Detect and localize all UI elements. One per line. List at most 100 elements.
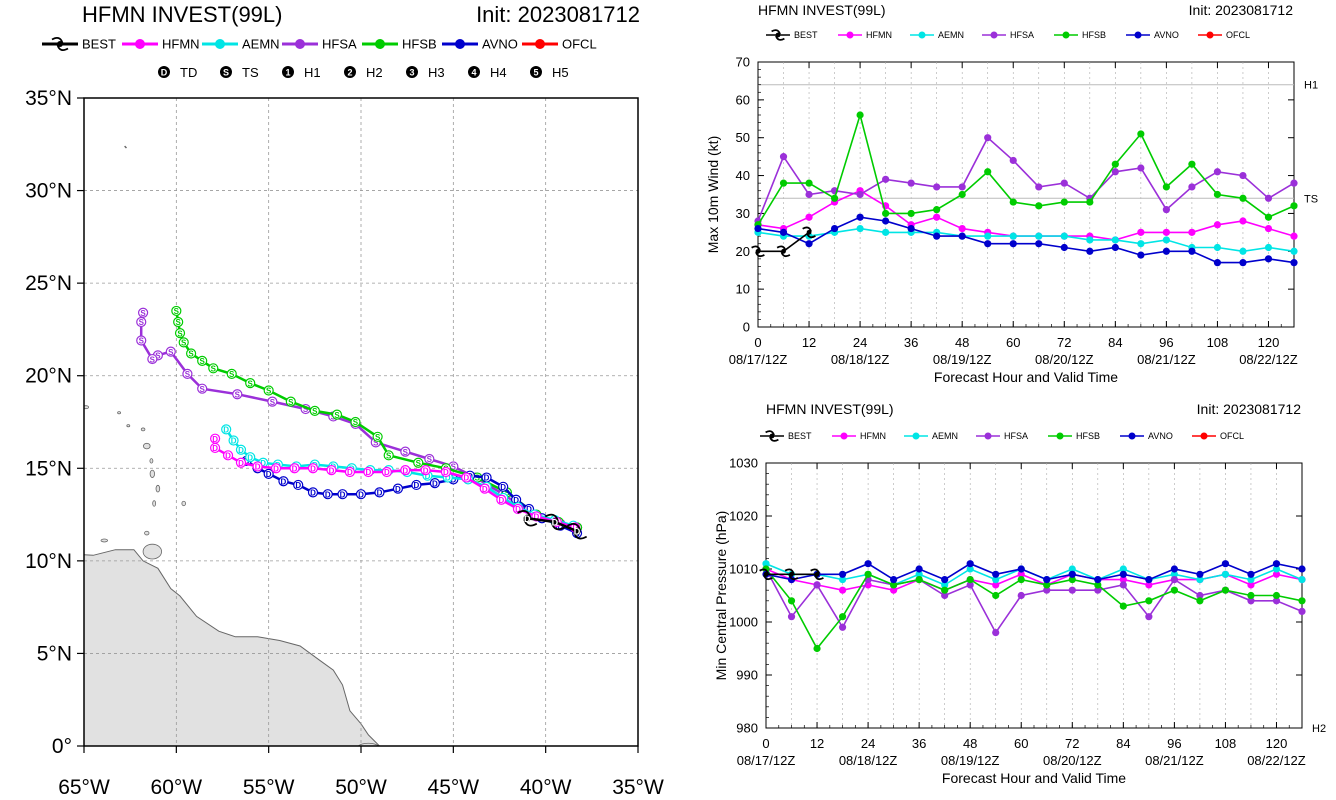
pres-legend-label-best: BEST (788, 431, 812, 441)
wind-series-hfmn-point-7 (933, 213, 941, 221)
wind-series-line-avno (757, 216, 1295, 264)
track-hfsb-glyph-11: S (312, 407, 318, 416)
track-hfsa-point-21 (137, 307, 149, 318)
wind-series-hfsb-point-7 (933, 206, 941, 214)
pres-legend-marker-aemn (912, 432, 920, 440)
track-avno-glyph-12: D (377, 489, 383, 498)
track-line-aemn (225, 428, 574, 527)
track-avno-glyph-3: D (526, 505, 532, 514)
track-hfsb-point-11 (309, 405, 320, 416)
pres-xtick-label-2: 24 (861, 736, 875, 751)
wind-series-avno-point-7 (933, 232, 941, 240)
pres-xtick-label-1: 12 (810, 736, 824, 751)
pres-date-label-3: 08/20/12Z (1043, 753, 1102, 768)
track-avno-point-12 (374, 487, 385, 498)
track-hfsa-glyph-18: S (150, 355, 156, 364)
wind-series-avno-point-16 (1162, 247, 1170, 255)
wind-series-hfsb-point-1 (779, 179, 788, 187)
pres-series-hfsa-point-7 (941, 591, 949, 600)
pressure-plot: H2 980 990 1000 1010 1020 1030 0 12 24 36 48 60 72 84 9… (713, 456, 1326, 787)
wind-series-hfsa-point-4 (856, 190, 864, 199)
pres-series-avno-point-8 (966, 560, 974, 568)
wind-series-hfsa-point-12 (1060, 179, 1068, 187)
track-hfsb-point-21 (173, 316, 184, 328)
wind-series-hfsa-point-8 (958, 183, 966, 191)
wind-series-hfsa-point-21 (1290, 179, 1298, 187)
wind-ytick-label-2: 20 (736, 244, 750, 259)
wind-series-best-point-0 (751, 245, 765, 258)
track-hfmn-glyph-13: D (329, 466, 335, 475)
wind-series-hfsa-point-19 (1239, 171, 1247, 180)
wind-series-line-aemn (757, 227, 1295, 253)
wind-series-best-point-2-eye (806, 229, 812, 235)
track-avno-glyph-11: D (395, 485, 401, 494)
track-avno-glyph-4: D (513, 496, 519, 505)
track-hfmn-point-12 (344, 466, 356, 478)
pres-series-hfsa-point-9 (992, 629, 1000, 637)
track-aemn-glyph-20: D (231, 437, 237, 446)
wind-series-avno-point-21 (1290, 259, 1298, 267)
map-legend-marker-ofcl (535, 39, 545, 49)
intensity-marker-td (158, 66, 170, 78)
track-hfsa-point-6 (424, 453, 435, 465)
track-hfsb-glyph-10: S (334, 411, 340, 420)
pres-xtick-label-6: 72 (1065, 736, 1079, 751)
map-xtick-label-0: 65°W (58, 776, 110, 799)
wind-series-hfsb-point-12 (1060, 198, 1068, 206)
track-avno-point-16 (307, 487, 319, 498)
pres-series-best-point-0 (759, 568, 773, 581)
pres-series-avno-point-18 (1221, 560, 1230, 568)
pres-series-hfsb-point-16 (1170, 586, 1178, 594)
wind-series-hfsb-point-9 (984, 168, 992, 176)
intensity-glyph-h3: 3 (409, 68, 414, 78)
intensity-glyph-h5: 5 (533, 68, 538, 78)
wind-series-hfmn-point-17 (1188, 228, 1196, 236)
pres-series-hfsa-point-17 (1196, 591, 1204, 600)
wind-legend-marker-avno (1134, 31, 1142, 39)
wind-legend-marker-best (771, 29, 785, 41)
track-hfmn-point-15 (289, 463, 300, 474)
wind-series-hfmn-point-2 (805, 213, 813, 221)
wind-series-aemn-point-19 (1239, 247, 1247, 255)
wind-series-hfmn-point-16 (1162, 228, 1170, 236)
intensity-marker-h5 (530, 66, 542, 78)
track-hfsa-glyph-19: S (139, 337, 145, 346)
wind-series-avno-point-6 (907, 224, 915, 233)
wind-series-avno-point-12 (1060, 243, 1068, 252)
pres-series-hfsa-point-11 (1043, 586, 1051, 594)
pres-date-label-2: 08/19/12Z (941, 753, 1000, 768)
pres-series-avno-point-19 (1247, 570, 1255, 578)
track-avno-glyph-19: D (266, 470, 272, 479)
map-legend-marker-best-eye (57, 41, 63, 47)
wind-series-hfsb-point-8 (958, 190, 966, 199)
south-america-landmass (84, 549, 381, 746)
island-12 (100, 538, 109, 543)
wind-series-aemn-point-5 (882, 228, 890, 236)
pres-series-hfsa-point-19 (1247, 597, 1255, 605)
wind-legend: BEST HFMN AEMN HFSA HFSB AVNO OFCL (766, 29, 1250, 41)
track-hfsb-glyph-17: S (200, 357, 206, 366)
island-2 (152, 500, 157, 507)
track-aemn-point-20 (228, 435, 239, 446)
track-aemn-glyph-8: D (425, 472, 431, 481)
map-legend-label-ofcl: OFCL (562, 37, 597, 52)
track-hfsb-glyph-3: S (504, 489, 510, 498)
wind-chart: HFMN INVEST(99L) Init: 2023081712 BEST HF… (705, 2, 1318, 385)
wind-series-hfsb-point-13 (1086, 198, 1094, 206)
wind-xtick-label-0: 0 (754, 335, 761, 350)
pres-series-hfsb-point-20 (1272, 591, 1281, 600)
track-hfsb-point-16 (208, 363, 219, 374)
track-hfsb-point-20 (174, 328, 186, 339)
pres-ytick-label-5: 1030 (729, 456, 758, 471)
intensity-marker-h2 (344, 66, 356, 78)
track-hfmn-glyph-19: D (225, 452, 231, 461)
track-hfsa-point-19 (136, 335, 147, 346)
map-ytick-label-5: 25°N (25, 272, 72, 295)
pres-series-hfmn-point-9 (992, 581, 1000, 589)
map-legend-label-hfmn: HFMN (162, 37, 200, 52)
wind-series-avno-point-15 (1137, 251, 1145, 259)
pres-xtick-label-7: 84 (1116, 736, 1130, 751)
wind-xtick-label-5: 60 (1006, 335, 1020, 350)
wind-series-hfsb-point-19 (1239, 194, 1247, 202)
